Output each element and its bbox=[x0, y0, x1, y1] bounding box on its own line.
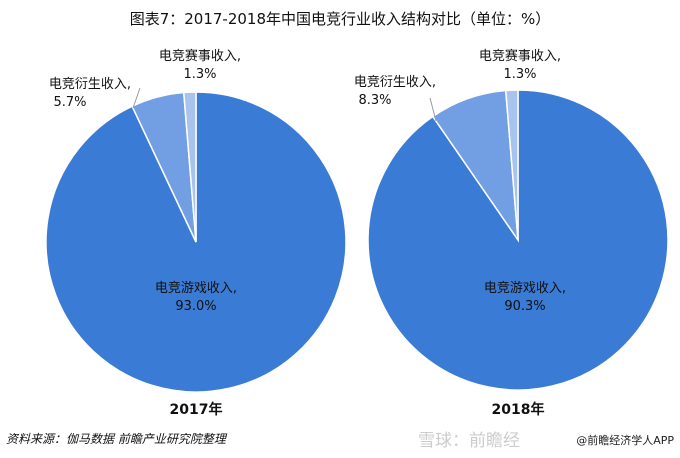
slice-label: 电竞赛事收入, bbox=[479, 48, 561, 64]
chart-title: 图表7：2017-2018年中国电竞行业收入结构对比（单位：%） bbox=[129, 10, 551, 28]
source-note: 资料来源：伽马数据 前瞻产业研究院整理 bbox=[6, 432, 226, 446]
slice-value: 90.3% bbox=[504, 299, 545, 314]
slice-value: 1.3% bbox=[503, 67, 536, 82]
credit: @前瞻经济学人APP bbox=[576, 434, 674, 447]
slice-label: 电竞赛事收入, bbox=[159, 48, 241, 64]
slice-label: 电竞游戏收入, bbox=[484, 280, 566, 296]
slice-value: 93.0% bbox=[175, 299, 216, 314]
slice-label: 电竞衍生收入, bbox=[49, 76, 131, 92]
pie-slice bbox=[182, 91, 197, 243]
slice-value: 8.3% bbox=[358, 93, 391, 108]
leader-line bbox=[132, 87, 141, 109]
leader-line bbox=[429, 97, 437, 122]
slice-label: 电竞游戏收入, bbox=[155, 280, 237, 296]
watermark: 雪球：前瞻经 bbox=[418, 431, 520, 451]
pie-year-label: 2017年 bbox=[170, 401, 223, 418]
slice-value: 5.7% bbox=[53, 95, 86, 110]
pie-year-label: 2018年 bbox=[492, 401, 545, 418]
pie-slice bbox=[504, 89, 519, 241]
slice-label: 电竞衍生收入, bbox=[354, 74, 436, 90]
slice-value: 1.3% bbox=[183, 67, 216, 82]
